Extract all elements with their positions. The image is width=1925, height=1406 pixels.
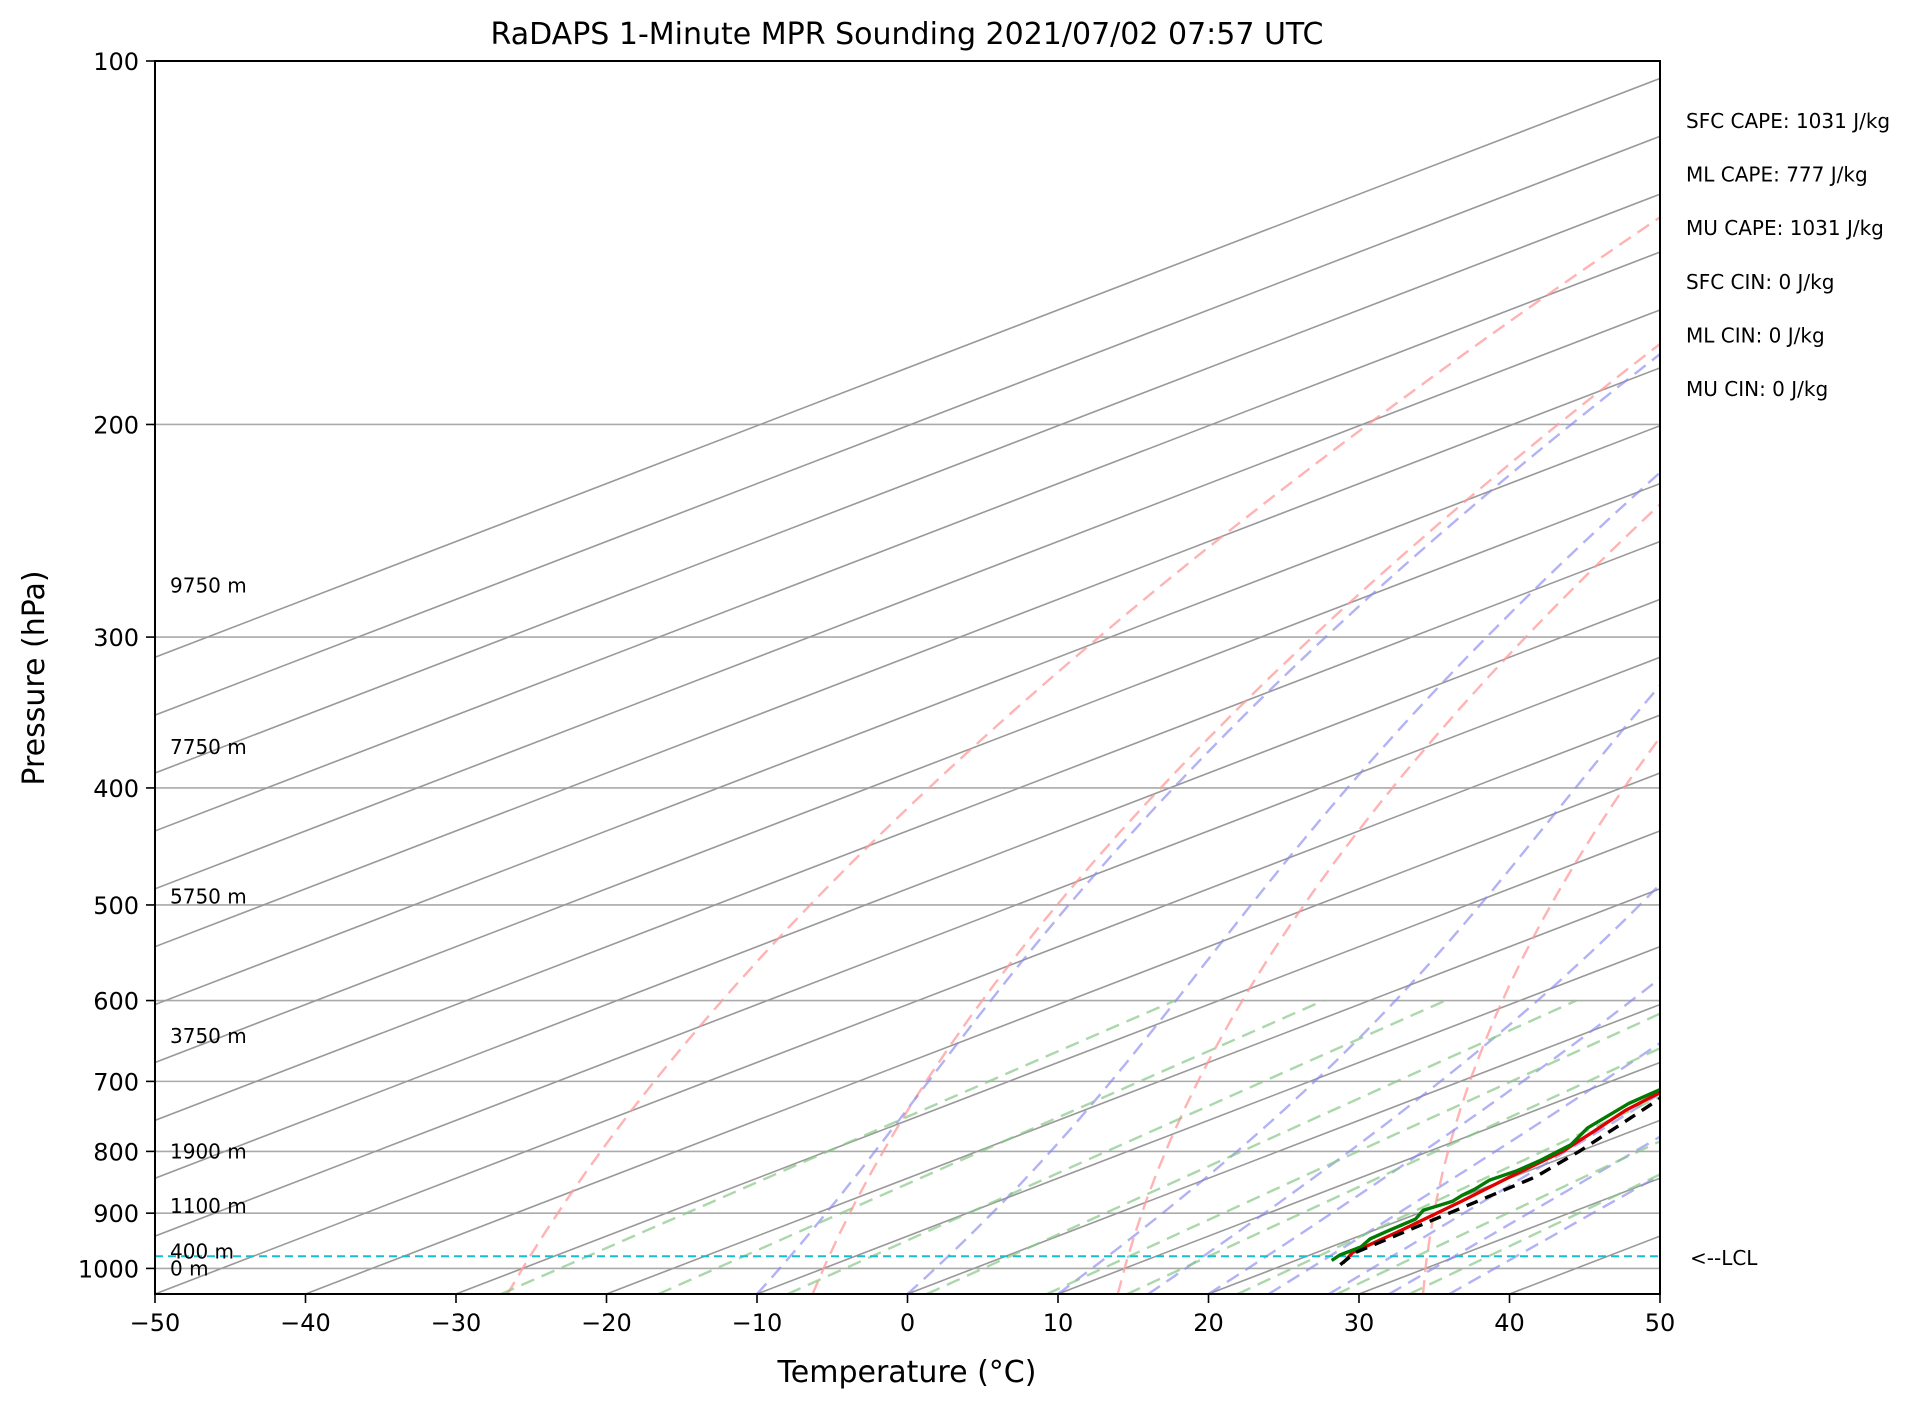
dry-adiabat-line (506, 215, 1660, 1294)
isotherm-line (155, 309, 1660, 890)
isotherm-line (155, 135, 1660, 717)
x-tick-label: −50 (130, 1309, 181, 1337)
dry-adiabat-line (811, 342, 1660, 1294)
isotherm-line (1509, 1235, 1660, 1294)
dry-adiabat-line (1116, 502, 1660, 1294)
isotherm-line (305, 772, 1660, 1294)
x-tick-label: 10 (1043, 1309, 1074, 1337)
mixing-ratio-line (500, 999, 1176, 1294)
y-tick-label: 600 (93, 988, 139, 1016)
x-tick-label: 40 (1494, 1309, 1525, 1337)
isotherm-line (155, 598, 1660, 1180)
mixing-ratio-line (1408, 1173, 1660, 1294)
x-tick-label: −30 (431, 1309, 482, 1337)
isotherm-line (756, 945, 1660, 1294)
y-tick-label: 300 (93, 624, 139, 652)
isotherm-line (155, 482, 1660, 1064)
height-label: 7750 m (170, 735, 247, 759)
isotherm-line (155, 77, 1660, 659)
isotherm-line (1208, 1119, 1660, 1294)
moist-adiabat-line (1057, 683, 1660, 1294)
y-tick-label: 700 (93, 1068, 139, 1096)
moist-adiabat-line (906, 470, 1660, 1294)
isotherm-line (155, 656, 1660, 1237)
y-tick-label: 900 (93, 1200, 139, 1228)
lcl-label: <--LCL (1690, 1246, 1758, 1270)
isotherm-line (606, 887, 1660, 1294)
temperature-line (1341, 1090, 1660, 1265)
isotherm-line (1659, 1293, 1660, 1294)
stability-annotation: MU CIN: 0 J/kg (1686, 377, 1828, 401)
height-label: 3750 m (170, 1024, 247, 1048)
x-tick-label: −10 (732, 1309, 783, 1337)
moist-adiabat-line (756, 352, 1660, 1294)
isotherm-line (155, 193, 1660, 774)
mixing-ratio-line (1336, 1139, 1660, 1294)
x-axis-label: Temperature (°C) (777, 1355, 1037, 1390)
x-tick-label: −20 (581, 1309, 632, 1337)
x-tick-label: 20 (1193, 1309, 1224, 1337)
parcel-path-line (1339, 1096, 1660, 1267)
isotherm-line (155, 251, 1660, 832)
x-tick-label: −40 (280, 1309, 331, 1337)
isotherm-line (1057, 1061, 1660, 1294)
isotherm-line (907, 1003, 1660, 1294)
height-label: 5750 m (170, 884, 247, 908)
mixing-ratio-line (926, 999, 1577, 1294)
x-tick-label: 50 (1645, 1309, 1676, 1337)
isotherm-line (155, 424, 1660, 1006)
height-label: 1900 m (170, 1139, 247, 1163)
y-tick-label: 500 (93, 892, 139, 920)
mixing-ratio-line (1126, 1046, 1660, 1294)
y-tick-label: 400 (93, 775, 139, 803)
moist-adiabat-line (1207, 976, 1660, 1294)
y-axis-label: Pressure (hPa) (17, 570, 52, 785)
height-label: 0 m (170, 1256, 209, 1280)
mixing-ratio-line (1046, 1012, 1660, 1294)
stability-annotation: ML CAPE: 777 J/kg (1686, 163, 1868, 187)
mixing-ratio-line (787, 999, 1446, 1294)
dewpoint-line (1330, 1087, 1660, 1262)
moist-adiabat-line (1388, 1135, 1660, 1294)
height-label: 1100 m (170, 1194, 247, 1218)
height-label: 400 m (170, 1239, 234, 1263)
isotherm-line (155, 366, 1660, 948)
stability-annotation: ML CIN: 0 J/kg (1686, 323, 1825, 347)
x-tick-label: 0 (900, 1309, 915, 1337)
stability-annotation: SFC CAPE: 1031 J/kg (1686, 109, 1890, 133)
isotherm-line (155, 540, 1660, 1122)
mixing-ratio-line (1237, 1095, 1660, 1294)
y-tick-label: 1000 (78, 1255, 139, 1283)
moist-adiabat-line (1448, 1173, 1660, 1294)
chart-title: RaDAPS 1-Minute MPR Sounding 2021/07/02 … (491, 17, 1324, 52)
moist-adiabat-line (1268, 1041, 1660, 1294)
mixing-ratio-line (658, 999, 1324, 1294)
isotherm-line (455, 830, 1660, 1294)
height-label: 9750 m (170, 574, 247, 598)
dry-adiabat-line (1421, 735, 1660, 1294)
y-tick-label: 200 (93, 411, 139, 439)
dry-adiabat-line (1726, 61, 1925, 1294)
y-tick-label: 100 (93, 48, 139, 76)
stability-annotation: MU CAPE: 1031 J/kg (1686, 216, 1884, 240)
y-tick-label: 800 (93, 1138, 139, 1166)
x-tick-label: 30 (1344, 1309, 1375, 1337)
isotherm-line (155, 714, 1660, 1294)
stability-annotation: SFC CIN: 0 J/kg (1686, 270, 1834, 294)
